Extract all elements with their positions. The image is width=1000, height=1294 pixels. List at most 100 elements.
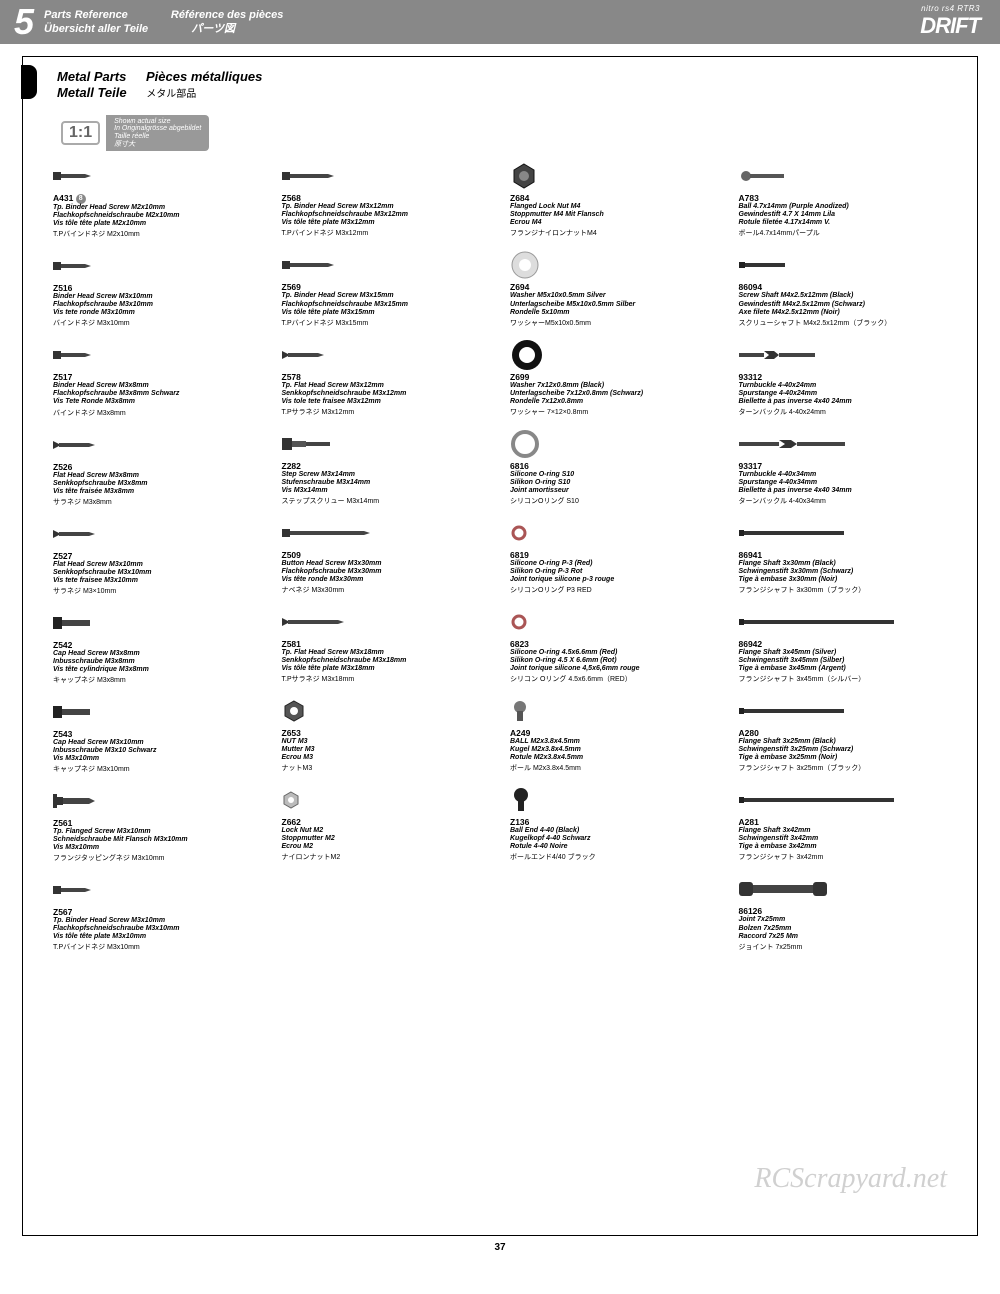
part-desc: Tp. Binder Head Screw M3x12mmFlachkopfsc… (282, 203, 505, 227)
part-code: Z542 (53, 640, 276, 650)
part-jp: ボールエンド4/40 ブラック (510, 852, 733, 862)
part-icon (510, 785, 733, 815)
part-code: Z543 (53, 729, 276, 739)
part-item: 6819Silicone O-ring P-3 (Red)Silikon O-r… (510, 518, 733, 595)
part-code: Z694 (510, 282, 733, 292)
part-jp: シリコン Oリング 4.5x6.6mm（RED） (510, 674, 733, 684)
part-desc: Tp. Flanged Screw M3x10mmSchneidschraube… (53, 828, 276, 852)
part-desc: Turnbuckle 4-40x34mmSpurstange 4-40x34mm… (739, 471, 962, 495)
part-code: A431 8 (53, 193, 276, 204)
parts-column: A431 8Tp. Binder Head Screw M2x10mmFlach… (53, 161, 276, 964)
title-jp: パーツ図 (191, 22, 235, 36)
part-jp: ナイロンナットM2 (282, 852, 505, 862)
part-code: A281 (739, 817, 962, 827)
part-desc: NUT M3Mutter M3Ecrou M3 (282, 738, 505, 762)
part-icon (510, 518, 733, 548)
part-icon (53, 608, 276, 638)
part-item: 6823Silicone O-ring 4.5x6.6mm (Red)Silik… (510, 607, 733, 684)
part-jp: フランジシャフト 3x42mm (739, 852, 962, 862)
part-item: 86941Flange Shaft 3x30mm (Black)Schwinge… (739, 518, 962, 595)
part-jp: キャップネジ M3x10mm (53, 764, 276, 774)
section-de: Metall Teile (57, 85, 127, 100)
part-code: 6819 (510, 550, 733, 560)
part-icon (282, 340, 505, 370)
part-jp: T.Pサラネジ M3x12mm (282, 407, 505, 417)
part-jp: ボール4.7x14mmパープル (739, 228, 962, 238)
part-code: Z136 (510, 817, 733, 827)
parts-column: A783Ball 4.7x14mm (Purple Anodized)Gewin… (739, 161, 962, 964)
part-jp: ボール M2x3.8x4.5mm (510, 763, 733, 773)
part-item: 93312Turnbuckle 4-40x24mmSpurstange 4-40… (739, 340, 962, 417)
part-item: Z662Lock Nut M2Stoppmutter M2Ecrou M2ナイロ… (282, 785, 505, 862)
part-desc: Screw Shaft M4x2.5x12mm (Black)Gewindest… (739, 292, 962, 316)
part-item: A783Ball 4.7x14mm (Purple Anodized)Gewin… (739, 161, 962, 238)
part-icon (739, 696, 962, 726)
header-bar: 5 Parts Reference Référence des pièces Ü… (0, 0, 1000, 44)
part-jp: スクリューシャフト M4x2.5x12mm（ブラック） (739, 318, 962, 328)
part-jp: ターンバックル 4-40x24mm (739, 407, 962, 417)
part-jp: ワッシャーM5x10x0.5mm (510, 318, 733, 328)
part-desc: Flange Shaft 3x25mm (Black)Schwingenstif… (739, 738, 962, 762)
part-code: Z516 (53, 283, 276, 293)
part-item: 93317Turnbuckle 4-40x34mmSpurstange 4-40… (739, 429, 962, 506)
part-item: A431 8Tp. Binder Head Screw M2x10mmFlach… (53, 161, 276, 239)
part-desc: Turnbuckle 4-40x24mmSpurstange 4-40x24mm… (739, 382, 962, 406)
part-jp: サラネジ M3x8mm (53, 497, 276, 507)
part-code: 6816 (510, 461, 733, 471)
part-icon (282, 250, 505, 280)
part-desc: Cap Head Screw M3x10mmInbusschraube M3x1… (53, 739, 276, 763)
part-desc: Flat Head Screw M3x10mmSenkkopfschraube … (53, 561, 276, 585)
part-code: A249 (510, 728, 733, 738)
part-jp: T.Pバインドネジ M3x12mm (282, 228, 505, 238)
part-icon (282, 696, 505, 726)
part-desc: Silicone O-ring P-3 (Red)Silikon O-ring … (510, 560, 733, 584)
part-code: Z527 (53, 551, 276, 561)
part-item: Z527Flat Head Screw M3x10mmSenkkopfschra… (53, 519, 276, 596)
part-jp: フランジシャフト 3x45mm（シルバー） (739, 674, 962, 684)
title-en: Parts Reference (44, 9, 128, 21)
part-item: A249BALL M2x3.8x4.5mmKugel M2x3.8x4.5mmR… (510, 696, 733, 773)
part-jp: キャップネジ M3x8mm (53, 675, 276, 685)
part-jp: ターンバックル 4-40x34mm (739, 496, 962, 506)
part-jp: シリコンOリング S10 (510, 496, 733, 506)
part-icon (739, 785, 962, 815)
part-icon (282, 607, 505, 637)
part-jp: ステップスクリュー M3x14mm (282, 496, 505, 506)
page: 5 Parts Reference Référence des pièces Ü… (0, 0, 1000, 1253)
part-code: 86126 (739, 906, 962, 916)
part-item: 86942Flange Shaft 3x45mm (Silver)Schwing… (739, 607, 962, 684)
parts-column: Z684Flanged Lock Nut M4Stoppmutter M4 Mi… (510, 161, 733, 964)
logo-big: DRIFT (920, 13, 980, 39)
title-fr: Référence des pièces (171, 8, 284, 22)
part-item: Z567Tp. Binder Head Screw M3x10mmFlachko… (53, 875, 276, 952)
part-jp: ジョイント 7x25mm (739, 942, 962, 952)
part-code: Z581 (282, 639, 505, 649)
part-icon (282, 785, 505, 815)
part-jp: ナットM3 (282, 763, 505, 773)
part-code: Z578 (282, 372, 505, 382)
part-icon (739, 161, 962, 191)
part-icon (282, 429, 505, 459)
part-icon (739, 340, 962, 370)
part-desc: Tp. Flat Head Screw M3x12mmSenkkopfschne… (282, 382, 505, 406)
part-item: Z684Flanged Lock Nut M4Stoppmutter M4 Mi… (510, 161, 733, 238)
part-jp: フランジシャフト 3x30mm（ブラック） (739, 585, 962, 595)
part-jp: フランジナイロンナットM4 (510, 228, 733, 238)
part-desc: Ball 4.7x14mm (Purple Anodized)Gewindest… (739, 203, 962, 227)
part-desc: Ball End 4-40 (Black)Kugelkopf 4-40 Schw… (510, 827, 733, 851)
part-jp: バインドネジ M3x10mm (53, 318, 276, 328)
part-item: 6816Silicone O-ring S10Silikon O-ring S1… (510, 429, 733, 506)
part-jp: T.Pバインドネジ M3x10mm (53, 942, 276, 952)
section-fr: Pièces métalliques (146, 69, 262, 85)
part-icon (739, 518, 962, 548)
part-jp: バインドネジ M3x8mm (53, 408, 276, 418)
part-icon (510, 607, 733, 637)
part-jp: サラネジ M3×10mm (53, 586, 276, 596)
section-en: Metal Parts (57, 69, 126, 84)
part-desc: Silicone O-ring 4.5x6.6mm (Red)Silikon O… (510, 649, 733, 673)
part-item: 86094Screw Shaft M4x2.5x12mm (Black)Gewi… (739, 250, 962, 327)
part-desc: Tp. Binder Head Screw M2x10mmFlachkopfsc… (53, 204, 276, 228)
part-item: Z653NUT M3Mutter M3Ecrou M3ナットM3 (282, 696, 505, 773)
part-code: Z662 (282, 817, 505, 827)
part-item: Z581Tp. Flat Head Screw M3x18mmSenkkopfs… (282, 607, 505, 684)
